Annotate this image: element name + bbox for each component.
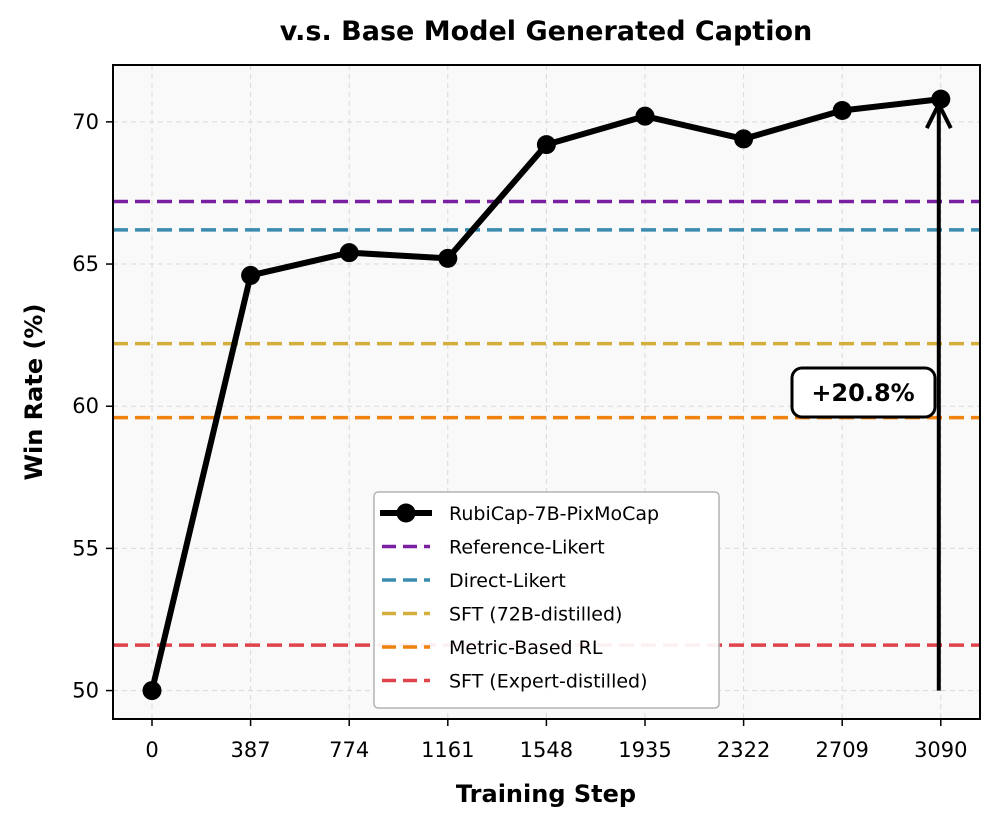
y-tick-label-60: 60 — [72, 394, 99, 418]
improvement-label: +20.8% — [811, 379, 914, 407]
series-point-2322 — [734, 129, 754, 149]
series-point-1161 — [438, 248, 458, 268]
legend: RubiCap-7B-PixMoCap Reference-Likert Direc… — [373, 491, 720, 709]
legend-label-4: Metric-Based RL — [449, 637, 603, 659]
series-lines — [142, 89, 951, 701]
x-tick-label-1935: 1935 — [618, 738, 671, 762]
series-point-1548 — [536, 135, 556, 155]
legend-marker-0 — [396, 503, 416, 523]
y-tick-label-55: 55 — [72, 536, 99, 560]
annotation-group: +20.8% — [790, 99, 953, 691]
legend-box — [373, 491, 720, 709]
x-tick-label-387: 387 — [231, 738, 271, 762]
y-tick-label-65: 65 — [72, 252, 99, 276]
x-tick-label-774: 774 — [329, 738, 369, 762]
x-tick-label-2709: 2709 — [815, 738, 868, 762]
x-tick-label-1548: 1548 — [520, 738, 573, 762]
improvement-arrow-head — [925, 99, 953, 130]
chart-title: v.s. Base Model Generated Caption — [280, 16, 812, 47]
series-point-2709 — [832, 100, 852, 120]
x-tick-label-2322: 2322 — [717, 738, 770, 762]
x-tick-label-0: 0 — [145, 738, 158, 762]
series-point-0 — [142, 681, 162, 701]
x-tick-label-1161: 1161 — [421, 738, 474, 762]
legend-label-5: SFT (Expert-distilled) — [449, 671, 648, 693]
x-axis-label: Training Step — [456, 780, 636, 808]
baseline-lines — [113, 199, 980, 647]
y-tick-label-70: 70 — [72, 110, 99, 134]
legend-label-0: RubiCap-7B-PixMoCap — [449, 503, 659, 525]
axis-ticks: 0 387 774 1161 1548 1935 2322 2709 3090 50 55 60 65 7… — [72, 110, 967, 762]
series-point-387 — [241, 265, 261, 285]
series-point-1935 — [635, 106, 655, 126]
series-point-3090 — [931, 89, 951, 109]
improvement-label-box — [790, 366, 937, 419]
x-tick-label-3090: 3090 — [914, 738, 967, 762]
y-axis-label: Win Rate (%) — [20, 304, 48, 481]
y-tick-label-50: 50 — [72, 679, 99, 703]
legend-label-2: Direct-Likert — [449, 570, 566, 592]
legend-label-1: Reference-Likert — [449, 537, 605, 559]
series-point-774 — [339, 243, 359, 263]
legend-label-3: SFT (72B-distilled) — [449, 604, 622, 626]
